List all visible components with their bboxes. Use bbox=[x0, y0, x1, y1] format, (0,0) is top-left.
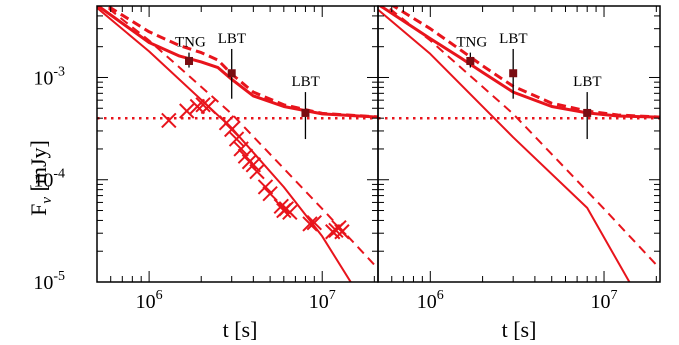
point-label: LBT bbox=[218, 31, 246, 47]
point-label: TNG bbox=[456, 35, 487, 51]
right-panel: TNG LBT LBT 106 107 bbox=[377, 5, 661, 313]
x-marker-point bbox=[218, 115, 235, 131]
x-marker-point bbox=[334, 224, 350, 240]
x-marker-point bbox=[282, 204, 298, 221]
x-marker-point bbox=[257, 179, 274, 195]
x-marker-point bbox=[233, 141, 249, 157]
series-line-dashed bbox=[384, 6, 660, 270]
series-line-dashed-thick bbox=[390, 6, 660, 119]
x-axis-label-left: t [s] bbox=[223, 317, 258, 342]
x-tick-label: 106 bbox=[136, 288, 163, 313]
series-line-solid bbox=[97, 7, 352, 282]
x-marker-point bbox=[228, 131, 245, 147]
x-marker-point bbox=[179, 103, 195, 119]
plot-frame bbox=[377, 5, 661, 283]
x-marker-point bbox=[306, 215, 323, 231]
data-point-square bbox=[466, 56, 475, 65]
data-point-square bbox=[583, 108, 592, 117]
point-label: TNG bbox=[175, 35, 206, 51]
point-label: LBT bbox=[499, 31, 527, 47]
y-axis-label: Fν [mJy] bbox=[26, 140, 55, 216]
series-line-solid bbox=[378, 8, 631, 282]
x-marker-point bbox=[302, 216, 318, 232]
plot-area bbox=[97, 6, 378, 282]
x-tick-label: 107 bbox=[591, 288, 618, 313]
x-marker-point bbox=[200, 98, 217, 115]
series-line-solid-thick bbox=[97, 6, 378, 119]
y-axis-label-unit: [mJy] bbox=[26, 140, 51, 197]
y-axis-label-sub: ν bbox=[39, 197, 55, 204]
data-point-square bbox=[185, 56, 194, 65]
x-marker-point bbox=[195, 97, 211, 113]
y-tick-label: 10-4 bbox=[33, 167, 65, 192]
point-label: LBT bbox=[291, 74, 319, 90]
x-marker-point bbox=[273, 198, 289, 214]
data-point-square bbox=[301, 108, 310, 117]
x-marker-point bbox=[189, 98, 206, 115]
data-point-square bbox=[509, 69, 518, 78]
data-point-square bbox=[227, 69, 236, 78]
x-marker-point bbox=[161, 112, 177, 129]
x-tick-label: 107 bbox=[309, 288, 336, 313]
point-label: LBT bbox=[573, 74, 601, 90]
y-tick-label: 10-3 bbox=[33, 64, 65, 89]
x-marker-point bbox=[249, 163, 265, 180]
series-line-dashed-thick bbox=[104, 6, 378, 119]
plot-area bbox=[378, 6, 660, 282]
y-tick-label: 10-5 bbox=[33, 269, 65, 294]
x-marker-point bbox=[262, 186, 278, 202]
y-axis-label-main: F bbox=[26, 204, 51, 216]
x-marker-point bbox=[223, 121, 240, 138]
left-panel: TNG LBT LBT 106 107 10-3 10-4 10-5 bbox=[33, 5, 379, 313]
x-tick-label: 106 bbox=[417, 288, 444, 313]
x-axis-label-right: t [s] bbox=[502, 317, 537, 342]
